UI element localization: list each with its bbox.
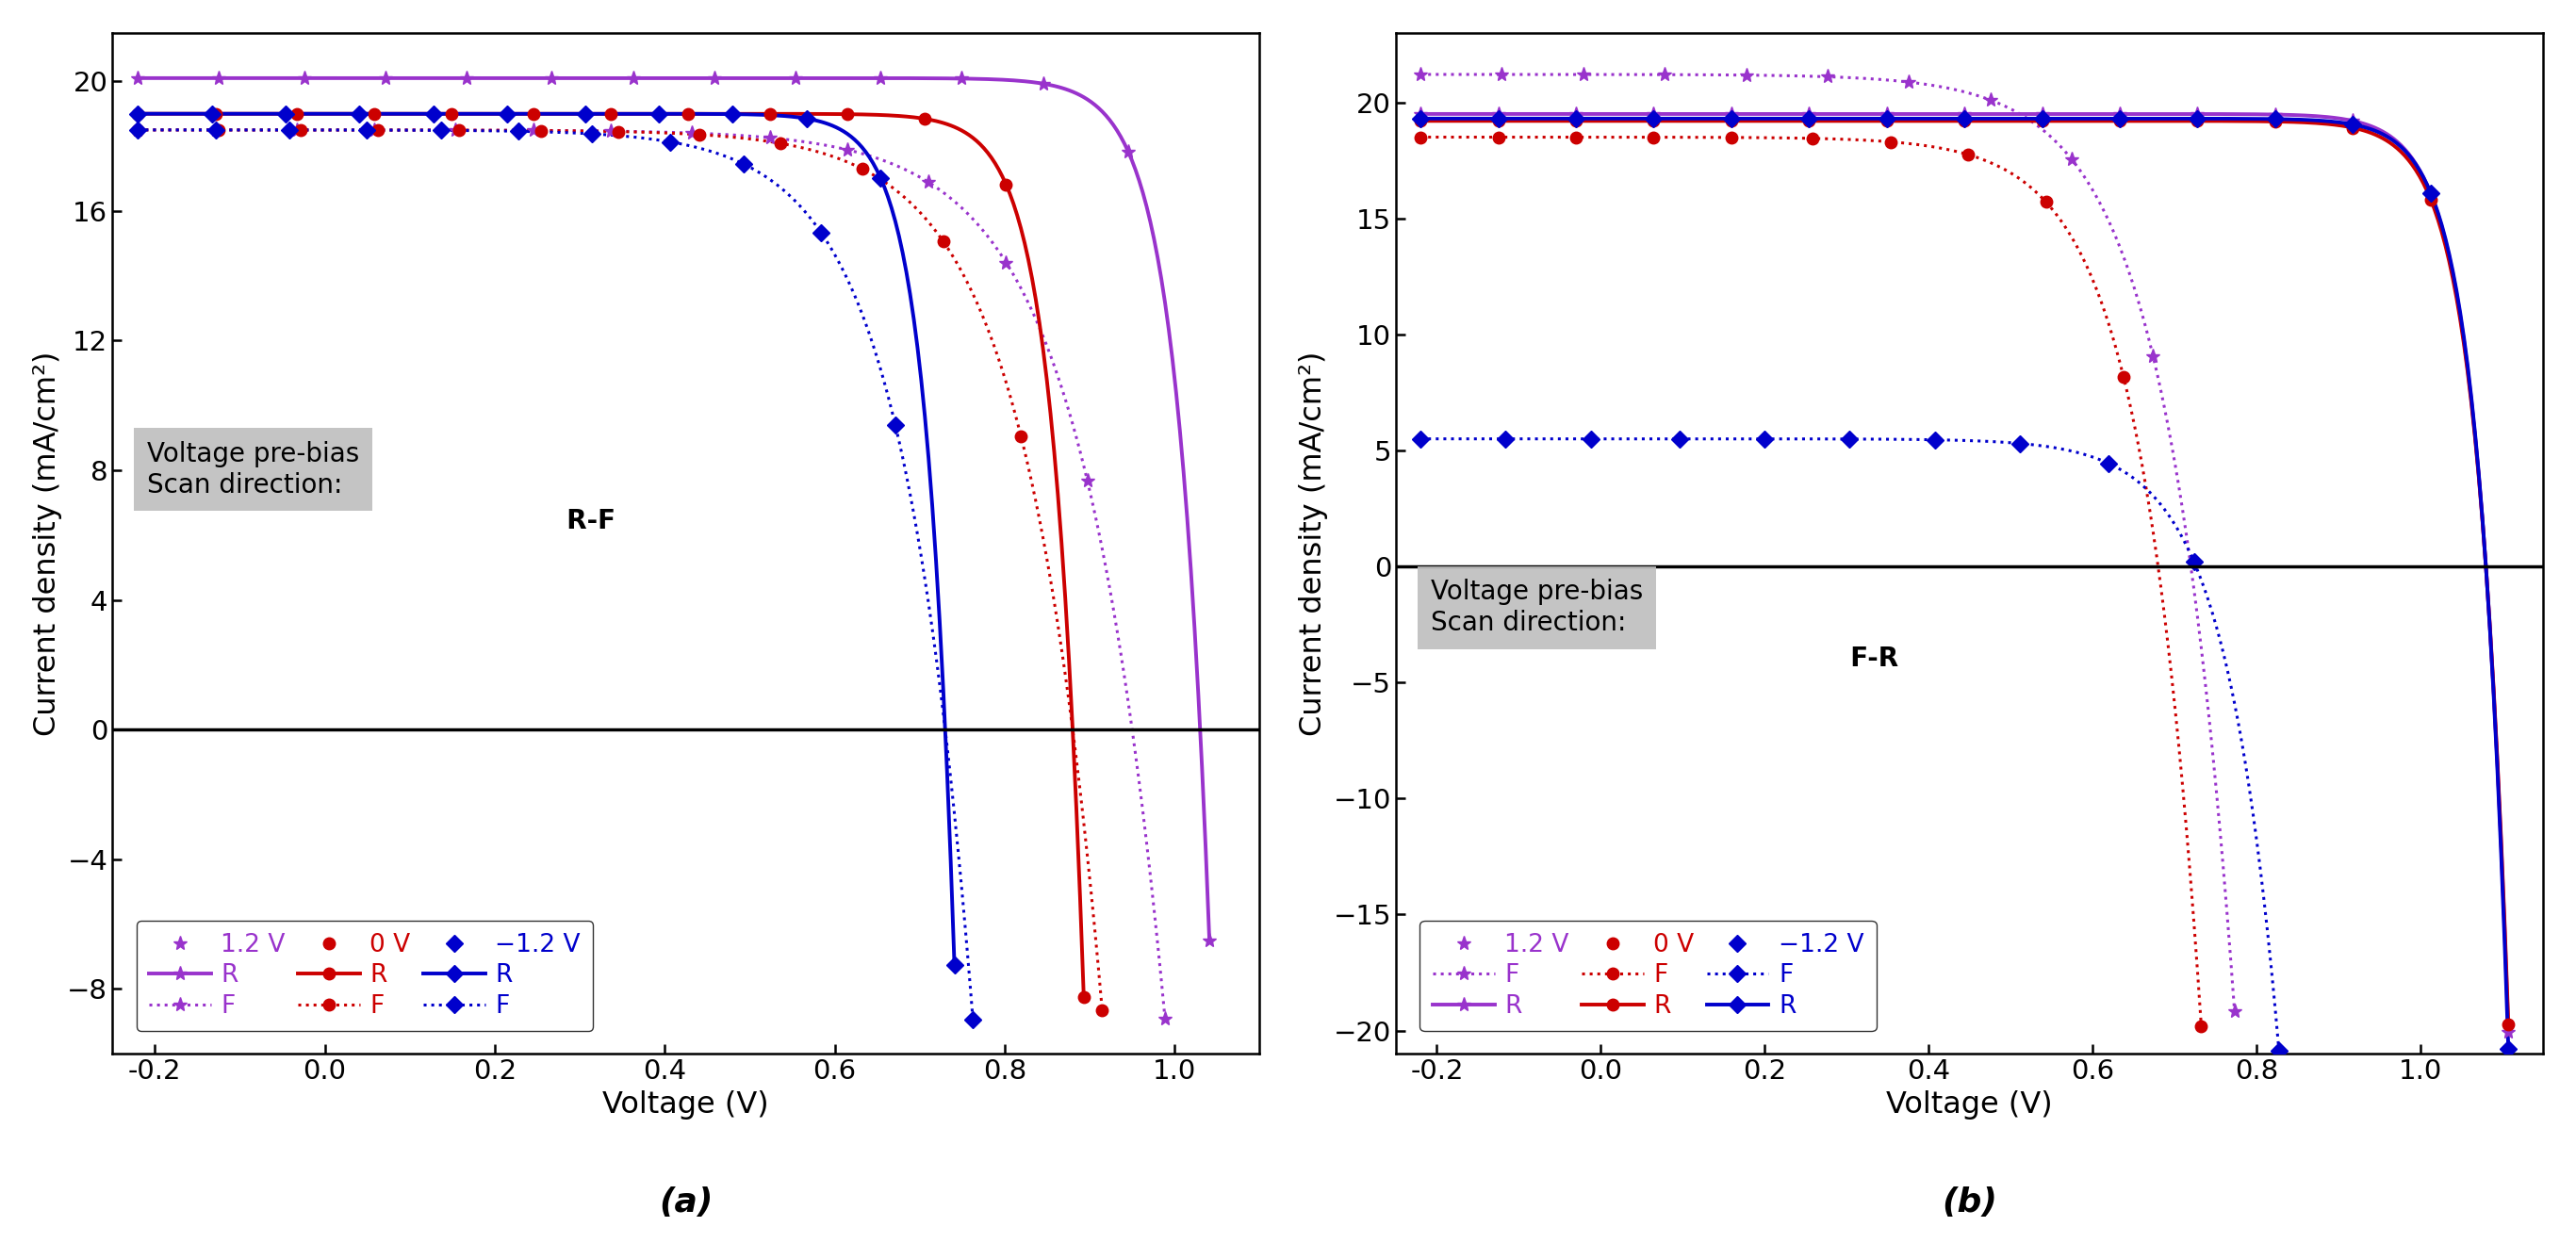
Text: F-R: F-R bbox=[1832, 645, 1899, 671]
X-axis label: Voltage (V): Voltage (V) bbox=[1886, 1090, 2053, 1119]
Text: Voltage pre-bias
Scan direction:: Voltage pre-bias Scan direction: bbox=[147, 441, 358, 498]
Y-axis label: Current density (mA/cm²): Current density (mA/cm²) bbox=[33, 351, 62, 736]
Text: (b): (b) bbox=[1942, 1187, 1996, 1218]
X-axis label: Voltage (V): Voltage (V) bbox=[603, 1090, 770, 1119]
Text: Voltage pre-bias
Scan direction:: Voltage pre-bias Scan direction: bbox=[1430, 579, 1643, 636]
Text: (a): (a) bbox=[659, 1187, 714, 1218]
Legend: 1.2 V, R, F, 0 V, R, F, −1.2 V, R, F: 1.2 V, R, F, 0 V, R, F, −1.2 V, R, F bbox=[137, 920, 592, 1032]
Text: R-F: R-F bbox=[549, 507, 616, 534]
Y-axis label: Current density (mA/cm²): Current density (mA/cm²) bbox=[1298, 351, 1329, 736]
Legend: 1.2 V, F, R, 0 V, F, R, −1.2 V, F, R: 1.2 V, F, R, 0 V, F, R, −1.2 V, F, R bbox=[1419, 920, 1875, 1032]
